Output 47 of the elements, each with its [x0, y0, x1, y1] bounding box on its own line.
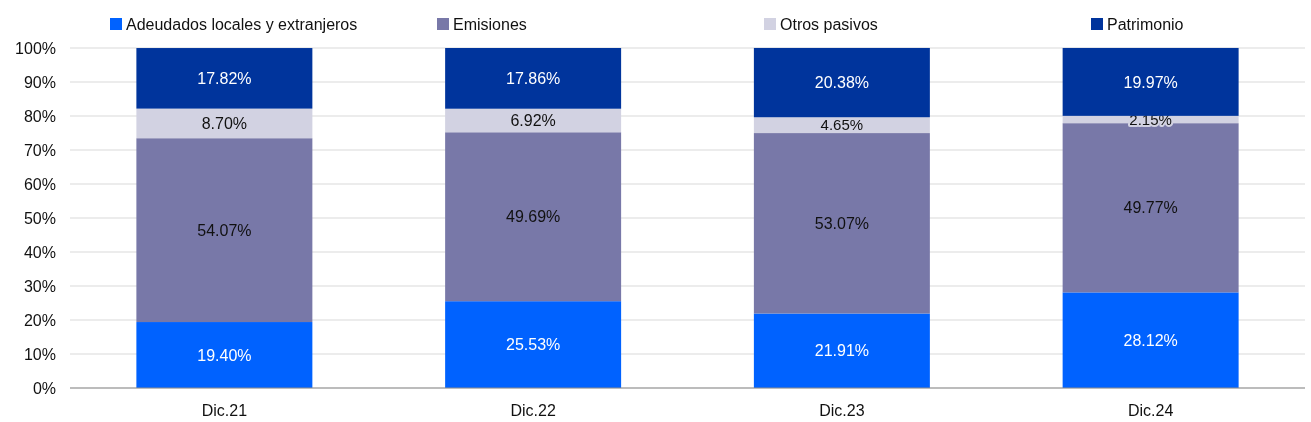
data-label: 2.15%	[1129, 110, 1172, 128]
data-label: 21.91%	[814, 342, 870, 360]
bar	[445, 48, 622, 109]
data-label: 49.77%	[1123, 199, 1178, 217]
bar	[753, 313, 930, 388]
y-tick-label: 10%	[23, 345, 56, 363]
bar	[136, 322, 313, 388]
y-tick-label: 80%	[23, 107, 56, 125]
bar	[1062, 47, 1239, 116]
data-label: 6.92%	[510, 112, 556, 130]
data-label: 28.12%	[1123, 331, 1178, 349]
data-label: 8.70%	[201, 115, 248, 133]
bar	[753, 47, 930, 118]
y-tick-label: 60%	[23, 175, 56, 193]
data-label: 4.65%	[820, 116, 864, 134]
data-label: 17.82%	[197, 69, 252, 87]
data-label: 19.97%	[1123, 73, 1178, 91]
y-tick-label: 100%	[15, 39, 56, 57]
data-label: 17.86%	[505, 69, 561, 87]
bar	[136, 48, 313, 109]
legend-label: Otros pasivos	[780, 15, 878, 33]
data-label: 25.53%	[505, 336, 561, 354]
y-tick-label: 90%	[23, 73, 56, 91]
data-label: 20.38%	[814, 74, 870, 92]
x-tick-label: Dic.22	[510, 401, 556, 419]
data-label: 19.40%	[197, 346, 252, 364]
y-tick-label: 20%	[23, 311, 56, 329]
y-tick-label: 50%	[23, 209, 56, 227]
bar	[1062, 292, 1239, 388]
y-tick-label: 70%	[23, 141, 56, 159]
data-label: 53.07%	[814, 214, 870, 232]
y-tick-label: 0%	[32, 379, 56, 397]
bar	[1062, 123, 1239, 293]
legend-label: Adeudados locales y extranjeros	[126, 15, 358, 33]
legend-label: Emisiones	[453, 15, 527, 33]
x-tick-label: Dic.23	[819, 401, 865, 419]
y-tick-label: 40%	[23, 243, 56, 261]
x-tick-label: Dic.24	[1127, 401, 1174, 419]
x-tick-label: Dic.21	[201, 401, 248, 419]
bar	[753, 133, 930, 314]
bar	[445, 132, 622, 302]
data-label: 49.69%	[505, 208, 561, 226]
legend-label: Patrimonio	[1107, 15, 1184, 33]
data-label: 54.07%	[197, 221, 252, 239]
bar	[136, 138, 313, 323]
bar	[445, 301, 622, 388]
y-tick-label: 30%	[23, 277, 56, 295]
